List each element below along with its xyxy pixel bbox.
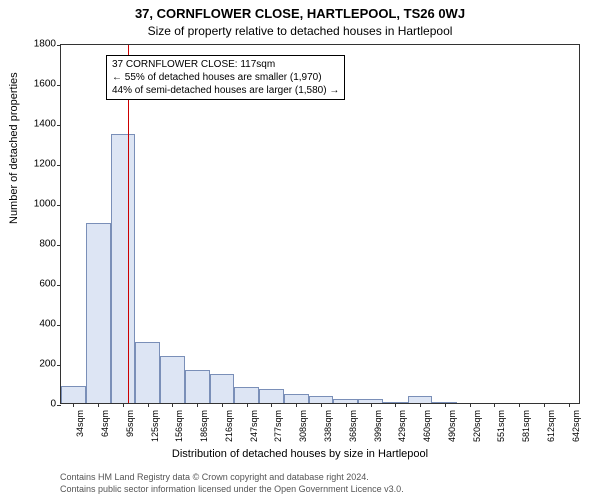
histogram-bar [185,370,210,403]
info-line-smaller: ← 55% of detached houses are smaller (1,… [112,71,339,84]
x-tick-label: 34sqm [75,410,85,437]
x-tick-label: 156sqm [174,410,184,442]
x-tick [98,403,99,407]
x-tick [494,403,495,407]
x-tick-label: 125sqm [150,410,160,442]
x-tick-label: 460sqm [422,410,432,442]
histogram-bar [259,389,284,403]
x-tick-label: 520sqm [472,410,482,442]
x-tick-label: 429sqm [397,410,407,442]
x-tick [346,403,347,407]
x-tick [222,403,223,407]
x-tick-label: 308sqm [298,410,308,442]
y-tick-label: 0 [26,399,56,410]
x-tick-label: 277sqm [273,410,283,442]
x-tick [544,403,545,407]
x-tick-label: 247sqm [249,410,259,442]
histogram-bar [135,342,160,403]
footer-copyright-1: Contains HM Land Registry data © Crown c… [60,472,369,482]
y-tick-label: 1000 [26,199,56,210]
x-tick [296,403,297,407]
y-tick-label: 1600 [26,79,56,90]
y-tick-label: 1400 [26,119,56,130]
x-tick [420,403,421,407]
x-axis-label: Distribution of detached houses by size … [0,448,600,460]
x-tick [197,403,198,407]
x-tick [395,403,396,407]
y-tick-label: 1200 [26,159,56,170]
histogram-bar [111,134,136,403]
x-tick-label: 216sqm [224,410,234,442]
histogram-bar [234,387,259,403]
x-tick-label: 95sqm [125,410,135,437]
x-tick-label: 581sqm [521,410,531,442]
x-tick-label: 490sqm [447,410,457,442]
x-tick [148,403,149,407]
info-line-property: 37 CORNFLOWER CLOSE: 117sqm [112,58,339,71]
histogram-bar [284,394,309,403]
y-tick [57,45,61,46]
x-tick-label: 642sqm [571,410,581,442]
x-tick-label: 338sqm [323,410,333,442]
x-tick [73,403,74,407]
y-tick-label: 600 [26,279,56,290]
footer-copyright-2: Contains public sector information licen… [60,484,404,494]
y-tick [57,165,61,166]
y-tick-label: 800 [26,239,56,250]
chart-container: 37, CORNFLOWER CLOSE, HARTLEPOOL, TS26 0… [0,0,600,500]
x-tick [519,403,520,407]
y-tick [57,85,61,86]
y-tick [57,405,61,406]
x-tick-label: 64sqm [100,410,110,437]
y-tick [57,245,61,246]
histogram-bar [210,374,235,403]
chart-title-sub: Size of property relative to detached ho… [0,24,600,38]
x-tick-label: 399sqm [373,410,383,442]
x-tick [247,403,248,407]
y-tick [57,325,61,326]
chart-plot-area: 37 CORNFLOWER CLOSE: 117sqm← 55% of deta… [60,44,580,404]
y-tick [57,125,61,126]
y-tick-label: 400 [26,319,56,330]
x-tick [271,403,272,407]
x-tick [470,403,471,407]
chart-title-main: 37, CORNFLOWER CLOSE, HARTLEPOOL, TS26 0… [0,6,600,21]
y-tick-label: 1800 [26,39,56,50]
histogram-bar [160,356,185,403]
info-line-larger: 44% of semi-detached houses are larger (… [112,84,339,97]
x-tick [172,403,173,407]
x-tick [445,403,446,407]
info-box: 37 CORNFLOWER CLOSE: 117sqm← 55% of deta… [106,55,345,100]
y-axis-label: Number of detached properties [8,72,20,224]
x-tick-label: 368sqm [348,410,358,442]
x-tick [371,403,372,407]
histogram-bar [408,396,433,403]
x-tick [321,403,322,407]
y-tick [57,365,61,366]
histogram-bar [86,223,111,403]
x-tick [123,403,124,407]
x-tick [569,403,570,407]
x-tick-label: 551sqm [496,410,506,442]
y-tick [57,205,61,206]
x-tick-label: 186sqm [199,410,209,442]
y-tick [57,285,61,286]
histogram-bar [309,396,334,403]
histogram-bar [61,386,86,403]
x-tick-label: 612sqm [546,410,556,442]
y-tick-label: 200 [26,359,56,370]
